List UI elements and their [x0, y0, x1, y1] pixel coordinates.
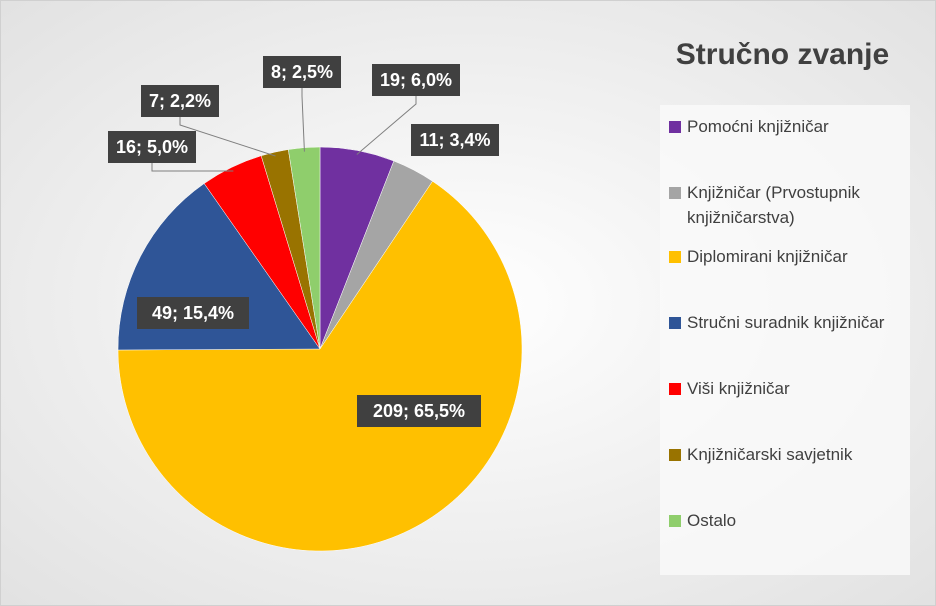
legend-box — [660, 105, 910, 575]
legend-label: Knjižničar (Prvostupnik knjižničarstva) — [687, 183, 860, 227]
legend-label: Knjižničarski savjetnik — [687, 445, 853, 464]
data-label: 209; 65,5% — [373, 401, 465, 421]
legend-label: Ostalo — [687, 511, 737, 530]
data-label: 49; 15,4% — [152, 303, 234, 323]
legend-label: Diplomirani knjižničar — [687, 247, 848, 266]
data-label: 19; 6,0% — [380, 70, 452, 90]
data-label: 7; 2,2% — [149, 91, 211, 111]
data-label-box — [141, 85, 219, 117]
leader-line — [356, 96, 417, 155]
legend-swatch — [669, 251, 681, 263]
legend-label: Stručni suradnik knjižničar — [687, 313, 885, 332]
legend-swatch — [669, 383, 681, 395]
legend-label: Viši knjižničar — [687, 379, 790, 398]
legend-swatch — [669, 187, 681, 199]
legend-swatch — [669, 449, 681, 461]
data-label: 8; 2,5% — [271, 62, 333, 82]
data-label: 16; 5,0% — [116, 137, 188, 157]
chart-title: Stručno zvanje — [675, 38, 890, 71]
pie-slice — [117, 180, 523, 552]
legend-swatch — [669, 515, 681, 527]
data-label-box — [372, 64, 460, 96]
data-label: 11; 3,4% — [419, 130, 490, 150]
legend-swatch — [669, 317, 681, 329]
data-label-box — [411, 124, 499, 156]
data-label-box — [357, 395, 481, 427]
legend-swatch — [669, 121, 681, 133]
legend-label: Pomoćni knjižničar — [687, 117, 829, 136]
data-label-box — [108, 131, 196, 163]
data-label-box — [263, 56, 341, 88]
leader-line — [301, 88, 305, 152]
data-label-box — [137, 297, 249, 329]
leader-line — [179, 117, 276, 157]
leader-line — [151, 163, 234, 172]
